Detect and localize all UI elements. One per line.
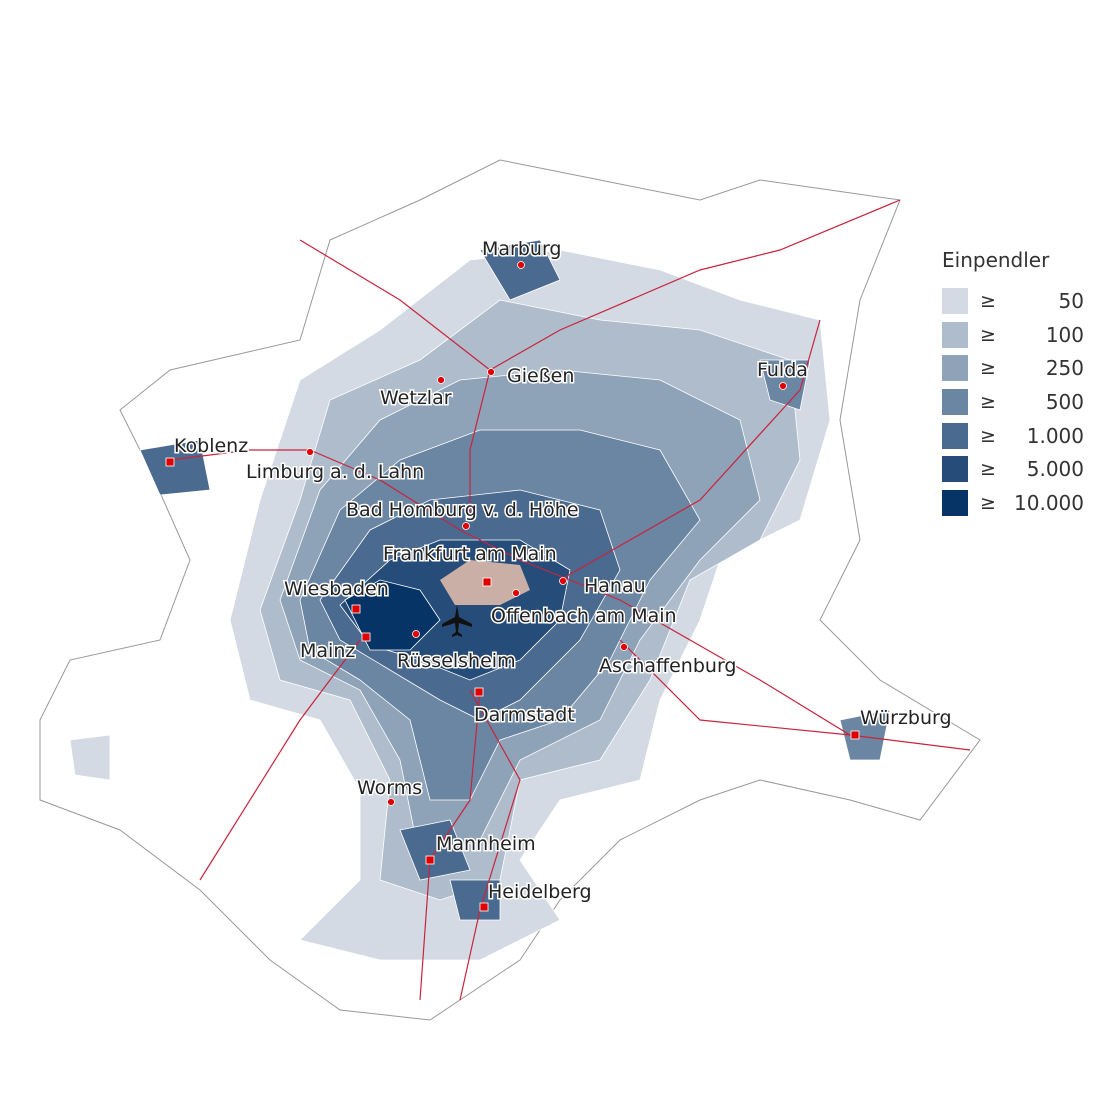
city-marker — [351, 604, 361, 614]
rail-line — [299, 199, 901, 371]
city-marker — [361, 632, 371, 642]
city-label: Frankfurt am Main — [383, 543, 557, 565]
city-label: Darmstadt — [474, 704, 575, 726]
city-marker — [479, 902, 489, 912]
city-marker — [437, 376, 445, 384]
city-marker — [779, 382, 787, 390]
legend-symbol: ≥ — [980, 323, 996, 346]
city-marker — [620, 643, 628, 651]
city-label: Mainz — [300, 640, 355, 662]
city-label: Hanau — [584, 575, 646, 597]
legend-symbol: ≥ — [980, 491, 996, 514]
legend-item: ≥100 — [942, 318, 1084, 352]
city-label: Worms — [357, 777, 422, 799]
legend-value: 500 — [1045, 389, 1084, 414]
city-marker — [387, 798, 395, 806]
city-marker — [512, 589, 520, 597]
airplane-icon — [442, 605, 472, 637]
rail-line — [169, 449, 310, 461]
city-label: Würzburg — [860, 707, 952, 729]
rail-line — [559, 319, 821, 581]
city-marker — [412, 630, 420, 638]
legend-symbol: ≥ — [980, 357, 996, 380]
legend-swatch — [942, 489, 968, 516]
legend-value: 250 — [1045, 356, 1084, 381]
legend-symbol: ≥ — [980, 424, 996, 447]
legend-swatch — [942, 321, 968, 348]
city-label: Marburg — [482, 238, 562, 260]
rail-line — [459, 689, 521, 1001]
city-marker — [487, 368, 495, 376]
legend-value: 10.000 — [1014, 490, 1084, 515]
city-marker — [474, 687, 484, 697]
rail-line — [199, 639, 361, 881]
city-label: Gießen — [507, 365, 574, 387]
city-label: Mannheim — [436, 833, 536, 855]
legend-value: 1.000 — [1026, 423, 1084, 448]
rail-line — [619, 639, 851, 736]
city-marker — [850, 730, 860, 740]
legend-symbol: ≥ — [980, 289, 996, 312]
city-marker — [425, 855, 435, 865]
municipality-area — [69, 734, 111, 781]
city-marker — [462, 522, 470, 530]
city-label: Limburg a. d. Lahn — [246, 461, 424, 483]
city-label: Aschaffenburg — [599, 655, 737, 677]
city-layer: Marburg Gießen Wetzlar Fulda Koblenz Limburg … — [165, 237, 953, 912]
city-label: Wiesbaden — [284, 578, 389, 600]
legend-item: ≥10.000 — [942, 486, 1084, 520]
legend-swatch — [942, 287, 968, 314]
legend-swatch — [942, 422, 968, 449]
rail-line — [419, 689, 481, 1001]
rail-lines — [169, 199, 971, 1001]
city-marker — [559, 577, 567, 585]
municipality-area — [139, 439, 211, 496]
legend-item: ≥50 — [942, 284, 1084, 318]
legend-swatch — [942, 355, 968, 382]
legend-item: ≥500 — [942, 385, 1084, 419]
city-label: Bad Homburg v. d. Höhe — [346, 499, 579, 521]
legend: Einpendler ≥50 ≥100 ≥250 ≥500 ≥1.000 ≥5.000 ≥1… — [942, 248, 1084, 520]
city-marker — [306, 448, 314, 456]
choropleth-layer — [69, 239, 891, 961]
rail-line — [469, 369, 491, 520]
city-label: Fulda — [757, 359, 808, 381]
municipality-area — [399, 819, 471, 881]
city-marker — [482, 577, 492, 587]
municipality-area — [839, 709, 891, 761]
city-label: Rüsselsheim — [397, 650, 516, 672]
legend-item: ≥1.000 — [942, 419, 1084, 453]
legend-value: 50 — [1058, 288, 1084, 313]
city-marker — [517, 261, 525, 269]
municipality-area — [479, 239, 561, 301]
legend-title: Einpendler — [942, 248, 1050, 272]
rail-line — [309, 449, 971, 751]
legend-swatch — [942, 456, 968, 483]
legend-item: ≥250 — [942, 351, 1084, 385]
legend-symbol: ≥ — [980, 458, 996, 481]
legend-value: 100 — [1045, 322, 1084, 347]
city-label: Heidelberg — [488, 881, 592, 903]
legend-symbol: ≥ — [980, 390, 996, 413]
city-label: Offenbach am Main — [491, 605, 677, 627]
legend-swatch — [942, 388, 968, 415]
city-marker — [165, 457, 175, 467]
legend-value: 5.000 — [1026, 457, 1084, 482]
city-label: Wetzlar — [380, 387, 452, 409]
legend-item: ≥5.000 — [942, 452, 1084, 486]
city-label: Koblenz — [174, 435, 248, 457]
